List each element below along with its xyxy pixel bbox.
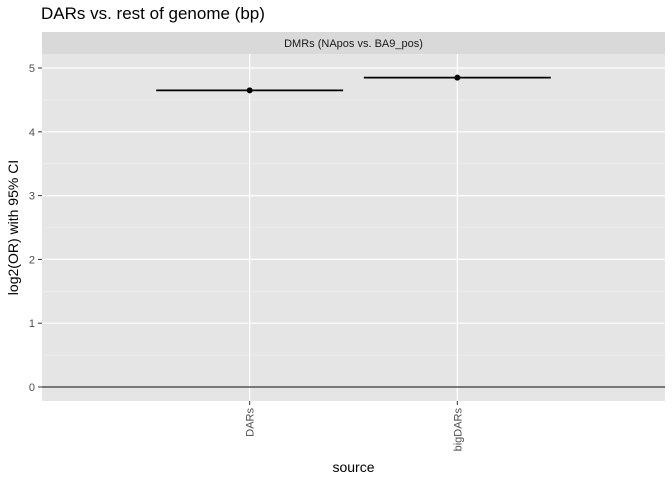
- minor-gridlines: [42, 99, 665, 356]
- y-tick-label: 5: [29, 63, 35, 75]
- x-axis-title: source: [332, 459, 374, 475]
- data-point: [246, 87, 253, 94]
- y-axis-title: log2(OR) with 95% CI: [5, 160, 21, 295]
- x-tick-label: bigDARs: [452, 408, 464, 452]
- y-tick-label: 3: [29, 191, 35, 203]
- x-axis: DARs bigDARs: [245, 401, 464, 452]
- facet-strip-label: DMRs (NApos vs. BA9_pos): [284, 38, 423, 50]
- y-tick-label: 4: [29, 127, 35, 139]
- data-marks: [156, 74, 551, 94]
- y-axis: 0 1 2 3 4 5: [29, 63, 42, 394]
- data-point: [454, 74, 461, 81]
- y-tick-label: 2: [29, 254, 35, 266]
- chart-title: DARs vs. rest of genome (bp): [41, 4, 265, 23]
- facet-strip: [42, 32, 665, 54]
- x-tick-label: DARs: [245, 408, 257, 437]
- y-tick-label: 1: [29, 318, 35, 330]
- y-tick-label: 0: [29, 382, 35, 394]
